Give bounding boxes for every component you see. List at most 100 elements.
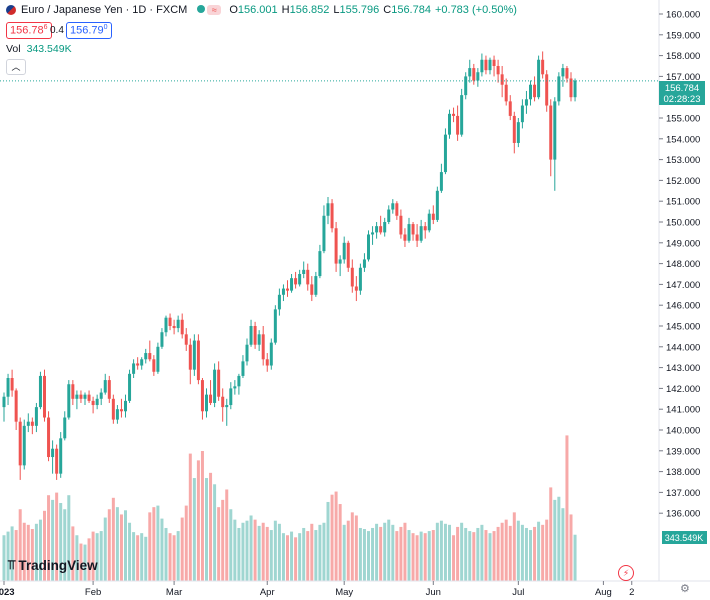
candle-body <box>10 378 14 391</box>
candle-body <box>557 76 561 102</box>
price-tick-label: 155.000 <box>666 114 700 125</box>
candle-body <box>47 417 51 458</box>
candle-body <box>484 59 488 71</box>
time-axis[interactable]: 2023 Feb Mar Apr May Jun Jul Aug 2 <box>0 581 634 598</box>
chevron-up-icon: ︿ <box>11 62 21 72</box>
high-label: H <box>281 4 290 16</box>
candle-body <box>107 380 111 399</box>
candle-body <box>443 134 447 173</box>
volume-bar <box>136 535 140 581</box>
candle-body <box>34 407 38 426</box>
candle-body <box>67 384 71 418</box>
price-axis[interactable]: 160.000159.000158.000157.000156.000155.0… <box>659 10 700 520</box>
volume-bar <box>452 535 456 581</box>
candle-body <box>379 226 383 233</box>
data-flow-icon[interactable]: ≈ <box>207 5 222 15</box>
volume-bar <box>103 517 107 581</box>
volume-bar <box>403 522 407 581</box>
symbol-title[interactable]: Euro / Japanese Yen · 1D · FXCM <box>21 4 188 16</box>
time-tick-label: 2 <box>629 587 634 598</box>
settings-gear-icon[interactable]: ⚙ <box>680 583 690 595</box>
volume-bar <box>516 520 520 581</box>
candle-body <box>573 80 577 98</box>
candle-body <box>350 267 354 287</box>
time-tick-label: Feb <box>85 587 101 598</box>
volume-bar <box>225 489 229 581</box>
candle-body <box>310 284 314 295</box>
price-tick-label: 154.000 <box>666 134 700 145</box>
candle-body <box>508 101 512 116</box>
volume-bar <box>456 526 460 581</box>
volume-bar <box>205 478 208 581</box>
volume-bar <box>443 523 447 581</box>
volume-bar <box>565 435 569 581</box>
time-tick-label: May <box>335 587 353 598</box>
volume-bar <box>229 509 233 581</box>
volume-bar <box>51 499 55 581</box>
candle-body <box>342 242 346 260</box>
candle-body <box>75 394 79 399</box>
change-value: +0.783 (+0.50%) <box>434 4 517 16</box>
volume-bar <box>533 526 537 581</box>
volume-bar <box>391 524 395 581</box>
lightning-icon[interactable]: ⚡ <box>618 565 634 581</box>
candle-body <box>533 84 537 98</box>
volume-bar <box>439 520 443 581</box>
candle-body <box>541 59 545 75</box>
volume-bar <box>314 530 318 581</box>
candle-body <box>184 334 188 345</box>
candle-body <box>330 203 334 229</box>
candle-body <box>480 59 484 73</box>
volume-bar <box>541 524 545 581</box>
volume-bar <box>184 505 188 581</box>
volume-bar <box>524 527 528 581</box>
candle-body <box>160 332 164 347</box>
candle-body <box>217 369 221 397</box>
candle-body <box>488 59 492 71</box>
candle-body <box>265 359 269 366</box>
candle-body <box>395 203 399 216</box>
candle-body <box>411 224 415 235</box>
candle-body <box>115 409 119 420</box>
candle-body <box>111 398 115 420</box>
volume-bar <box>144 536 148 581</box>
candle-body <box>156 346 160 372</box>
volume-bar <box>395 531 399 581</box>
price-tick-label: 141.000 <box>666 405 700 416</box>
volume-bar <box>83 544 87 581</box>
volume-bar <box>79 543 83 581</box>
candle-body <box>427 213 431 231</box>
candle-body <box>172 326 176 329</box>
candle-body <box>281 288 285 295</box>
volume-legend: Vol 343.549K <box>6 43 72 55</box>
volume-bar <box>265 526 269 581</box>
price-tick-label: 137.000 <box>666 488 700 499</box>
candle-body <box>140 359 144 366</box>
candle-body <box>496 66 500 75</box>
candle-body <box>59 438 63 474</box>
sell-button[interactable]: 156.786 <box>6 22 52 39</box>
low-label: L <box>333 4 340 16</box>
volume-bar <box>2 535 6 581</box>
close-value: 156.784 <box>391 4 431 16</box>
candle-body <box>545 74 549 106</box>
collapse-legend-button[interactable]: ︿ <box>6 59 26 75</box>
candle-body <box>318 251 322 277</box>
candle-body <box>55 448 59 474</box>
buy-button[interactable]: 156.790 <box>66 22 112 39</box>
candle-body <box>237 375 241 387</box>
candle-body <box>79 394 83 399</box>
market-open-icon[interactable] <box>197 5 206 13</box>
volume-value: 343.549K <box>26 43 72 55</box>
volume-bar <box>569 514 573 581</box>
bar-countdown: 02:28:23 <box>664 94 701 105</box>
volume-bar <box>148 512 152 581</box>
tradingview-logo[interactable]: ⫪ TradingView <box>8 557 98 573</box>
volume-bar <box>87 538 91 581</box>
volume-bar <box>553 499 557 581</box>
volume-bar <box>342 524 346 581</box>
volume-bar <box>43 510 46 581</box>
candle-body <box>71 384 75 399</box>
candle-body <box>18 421 22 466</box>
